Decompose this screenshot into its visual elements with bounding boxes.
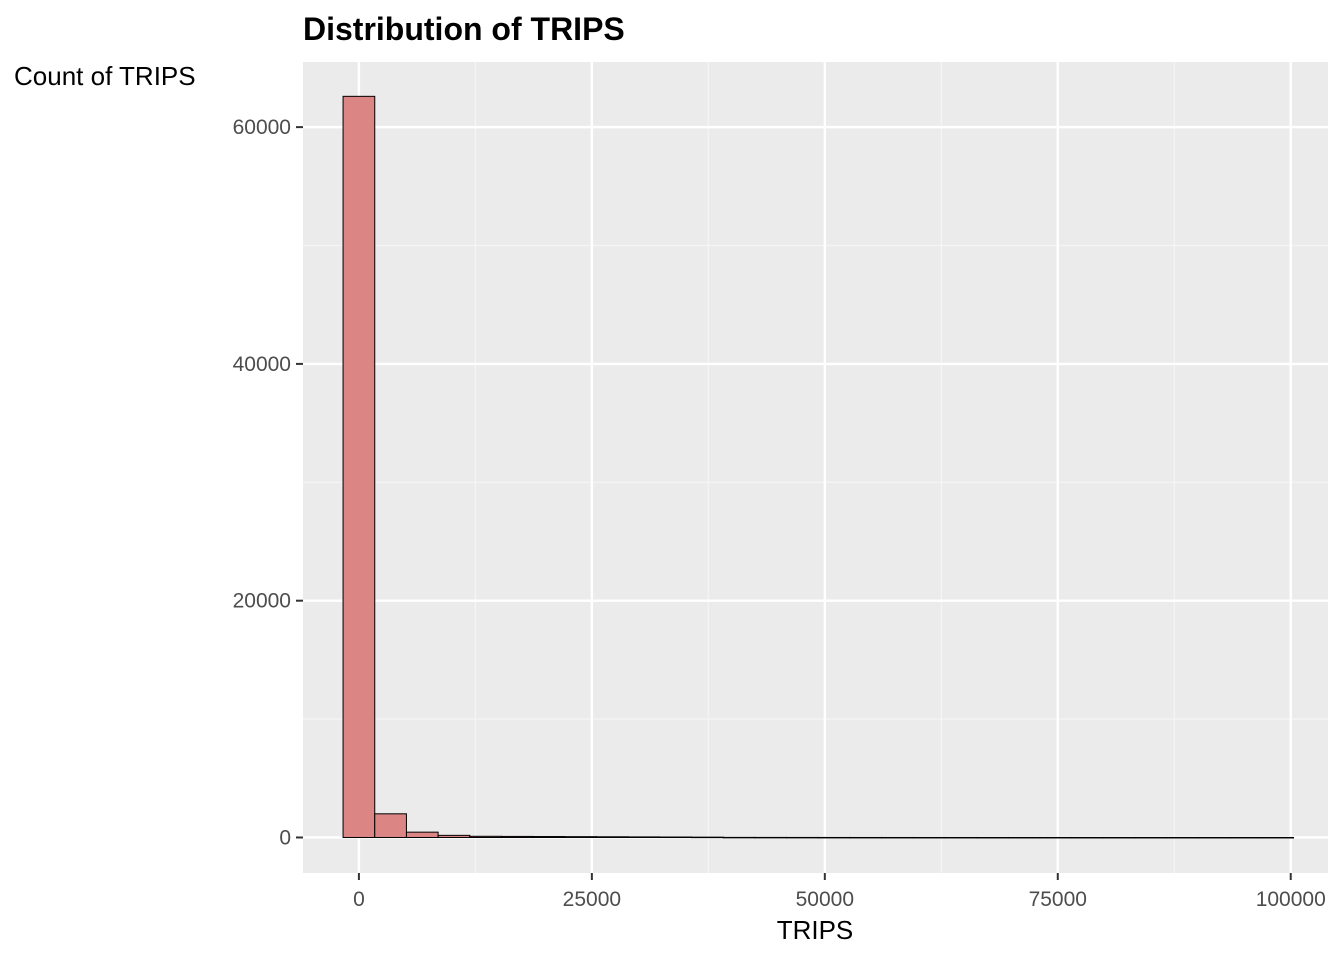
histogram-bar [1229, 836, 1263, 839]
histogram-bar [912, 836, 946, 839]
x-axis-ticks: 0 25000 50000 75000 100000 [353, 873, 1326, 911]
histogram-bar [976, 836, 1009, 839]
histogram-bar [342, 95, 376, 838]
histogram-bar [754, 836, 788, 839]
histogram-bar [849, 836, 883, 839]
histogram-bar [786, 836, 819, 839]
y-tick-label: 20000 [233, 590, 291, 613]
histogram-bar [1197, 836, 1231, 839]
histogram-bar [881, 836, 914, 839]
histogram-bar [469, 835, 502, 838]
histogram-bar [374, 813, 407, 838]
histogram-bar [817, 836, 851, 839]
x-tick-label: 25000 [563, 888, 621, 911]
x-tick-label: 75000 [1029, 888, 1087, 911]
x-tick-label: 0 [353, 888, 365, 911]
histogram-bar [659, 836, 693, 839]
x-tick-label: 100000 [1256, 888, 1326, 911]
minor-gridlines [303, 62, 1328, 873]
histogram-bars [342, 95, 1295, 839]
histogram-bar [1102, 836, 1136, 839]
y-axis-ticks: 0 20000 40000 60000 [233, 116, 303, 849]
histogram-bar [437, 834, 471, 838]
histogram-bar [722, 836, 756, 839]
histogram-bar [405, 831, 439, 838]
y-tick-label: 40000 [233, 353, 291, 376]
plot-panel [303, 62, 1328, 873]
histogram-bar [1166, 836, 1199, 839]
chart-title: Distribution of TRIPS [303, 11, 625, 47]
y-tick-label: 0 [279, 826, 291, 849]
histogram-bar [1071, 836, 1104, 839]
x-tick-label: 50000 [796, 888, 854, 911]
x-axis-title: TRIPS [777, 915, 854, 945]
histogram-bar [532, 836, 566, 838]
histogram-bar [944, 836, 978, 839]
histogram-bar [1134, 836, 1168, 839]
y-tick-label: 60000 [233, 116, 291, 139]
histogram-bar [1261, 836, 1295, 839]
histogram-bar [500, 835, 534, 838]
y-axis-title: Count of TRIPS [14, 61, 196, 91]
histogram-bar [691, 836, 724, 839]
histogram-bar [627, 836, 661, 838]
histogram-bar [564, 836, 598, 838]
histogram-bar [1007, 836, 1041, 839]
histogram-bar [596, 836, 629, 838]
histogram-bar [1039, 836, 1073, 839]
